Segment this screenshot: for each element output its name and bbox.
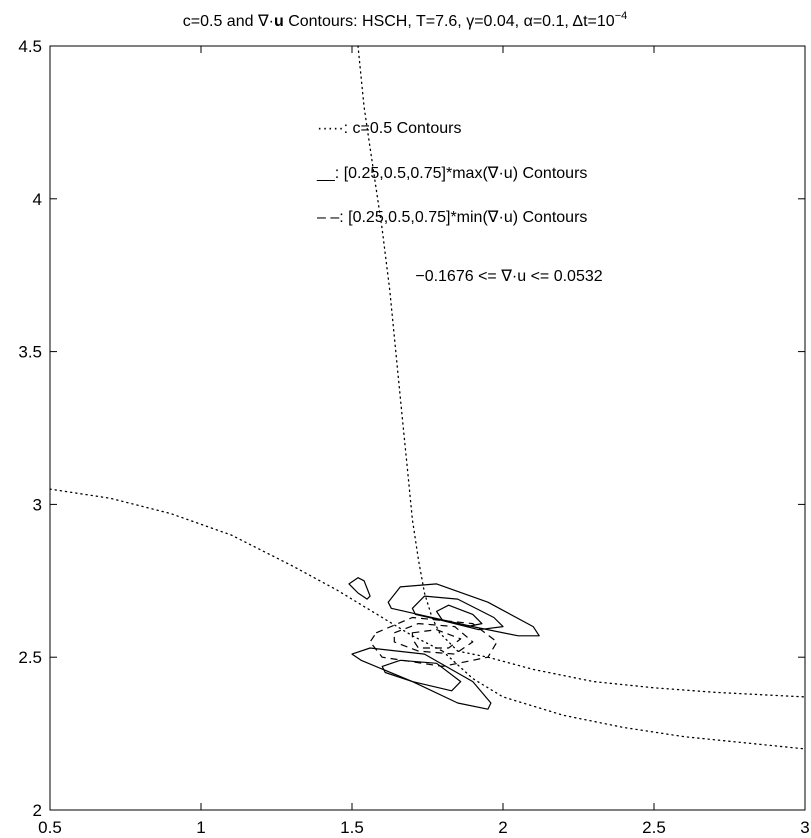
contour-dotted-2: [49, 488, 444, 652]
legend-entry-dashed: – –: [0.25,0.5,0.75]*min(∇·u) Contours: [317, 209, 587, 226]
divergence-range-note: −0.1676 <= ∇·u <= 0.0532: [415, 268, 602, 285]
contour-solid-4: [387, 583, 540, 637]
contour-dashed-10: [393, 623, 474, 655]
chart-title: c=0.5 and ∇·u Contours: HSCH, T=7.6, γ=0…: [183, 10, 627, 30]
x-tick-label: 3: [800, 818, 809, 837]
contour-dotted-3: [441, 650, 806, 750]
chart-title-superscript: −4: [615, 10, 628, 22]
contour-dotted-1: [457, 650, 806, 698]
legend-label-solid: : [0.25,0.5,0.75]*max(∇·u) Contours: [335, 165, 588, 182]
contour-dashed-12: [369, 616, 498, 667]
x-tick-label: 0.5: [38, 818, 62, 837]
contour-dashed-11: [411, 629, 462, 649]
contour-solid-9: [348, 577, 371, 600]
y-tick-label: 3: [33, 495, 42, 514]
legend-entry-dotted: ·····: c=0.5 Contours: [317, 120, 461, 137]
contour-series: [49, 45, 806, 750]
legend-symbol-dotted: ·····: [317, 120, 344, 137]
y-tick-label: 4.5: [18, 37, 42, 56]
legend-label-dashed: : [0.25,0.5,0.75]*min(∇·u) Contours: [339, 209, 587, 226]
contour-solid-7: [351, 647, 492, 710]
x-tick-label: 2.5: [642, 818, 666, 837]
y-tick-label: 3.5: [18, 343, 42, 362]
contour-solid-6: [436, 604, 483, 628]
chart-title-main: Contours: HSCH, T=7.6, γ=0.04, α=0.1, Δt…: [284, 13, 615, 30]
x-tick-label: 1.5: [340, 818, 364, 837]
legend-symbol-solid: __: [316, 165, 336, 182]
contour-solid-5: [411, 595, 504, 631]
x-tick-label: 1: [196, 818, 205, 837]
legend-symbol-dashed: – –: [317, 209, 339, 226]
axis-ticks: [49, 45, 806, 811]
plot-area: [49, 45, 806, 811]
legend: ·····: c=0.5 Contours __: [0.25,0.5,0.75…: [316, 120, 603, 285]
chart-title-bold: u: [274, 13, 284, 30]
legend-label-dotted: : c=0.5 Contours: [344, 120, 462, 137]
y-tick-label: 2.5: [18, 648, 42, 667]
x-tick-label: 2: [498, 818, 507, 837]
axis-tick-labels: 0.5 1 1.5 2 2.5 3 2 2.5 3 3.5 4 4.5: [18, 37, 809, 837]
y-tick-label: 4: [33, 190, 42, 209]
legend-entry-solid: __: [0.25,0.5,0.75]*max(∇·u) Contours: [316, 165, 587, 182]
y-tick-label: 2: [33, 801, 42, 820]
contour-dotted-0: [357, 45, 459, 652]
chart-title-prefix: c=0.5 and ∇·: [183, 13, 274, 30]
